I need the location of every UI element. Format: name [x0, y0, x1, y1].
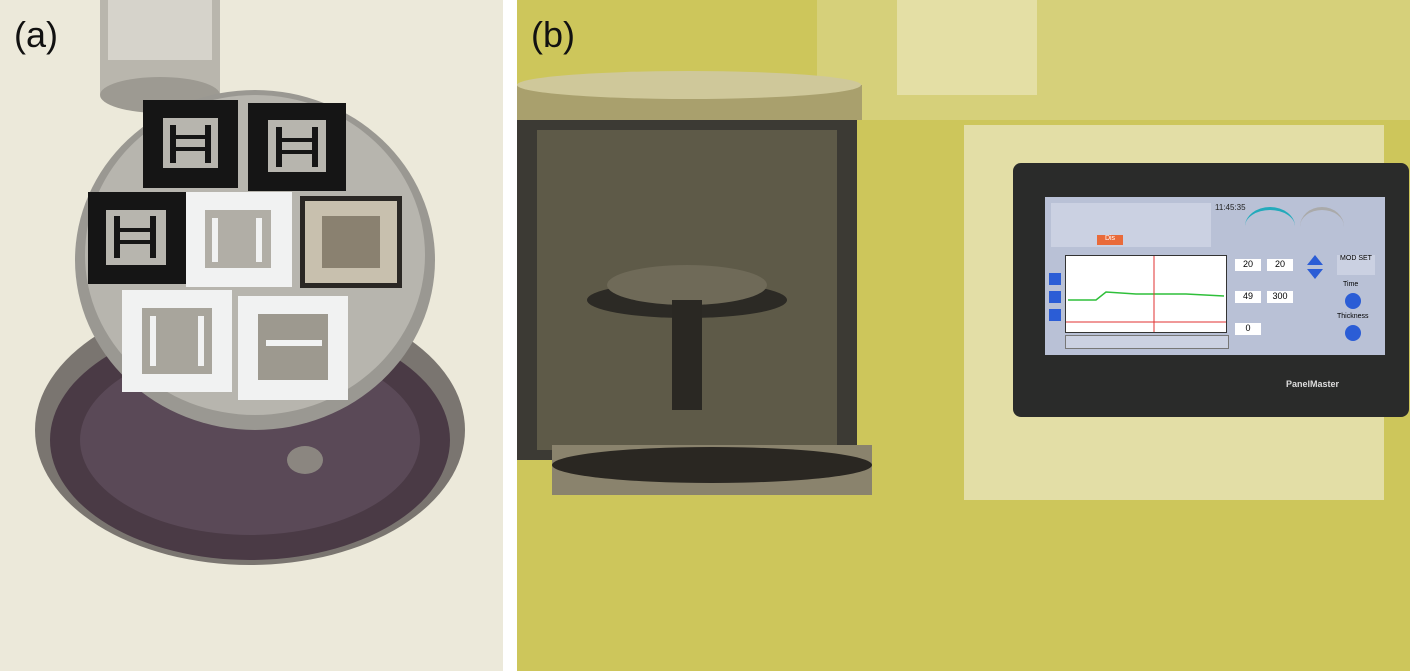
gauge-2: [1300, 207, 1344, 246]
time-label: Time: [1343, 281, 1359, 288]
value-box-2[interactable]: 20: [1267, 259, 1293, 271]
shadow-mask-white-3: [238, 296, 348, 400]
mask-stage-illustration: [0, 0, 503, 671]
value-box-1[interactable]: 20: [1235, 259, 1261, 271]
monitor-brand: PanelMaster: [1285, 379, 1339, 389]
zoom-in-button[interactable]: [1049, 273, 1061, 285]
shadow-mask-steel: [300, 196, 402, 288]
monitor-screen: 11:45:35 Dis 20 20 49 300: [1045, 197, 1385, 355]
panel-a-photo: (a): [0, 0, 503, 671]
time-readout: 11:45:35: [1215, 203, 1246, 212]
panel-b-label: (b): [531, 14, 575, 55]
clock-icon[interactable]: [1345, 293, 1361, 309]
shadow-mask-black-2: [248, 103, 346, 191]
shadow-mask-white-2: [122, 290, 232, 392]
xstal-dis-button[interactable]: Dis: [1097, 235, 1123, 245]
value-box-5[interactable]: 0: [1235, 323, 1261, 335]
rate-trace: [1066, 256, 1226, 332]
status-bar: [1051, 203, 1211, 247]
value-box-3[interactable]: 49: [1235, 291, 1261, 303]
value-box-4[interactable]: 300: [1267, 291, 1293, 303]
graph-area: [1065, 255, 1227, 333]
panel-b-photo: 11:45:35 Dis 20 20 49 300: [517, 0, 1410, 671]
shadow-mask-white-1: [186, 192, 292, 287]
shadow-mask-black-1: [143, 100, 238, 188]
thickness-label: Thickness: [1337, 313, 1369, 320]
arrow-down-icon[interactable]: [1307, 269, 1323, 279]
shadow-mask-black-3: [88, 192, 186, 284]
clear-button[interactable]: [1049, 309, 1061, 321]
info-icon[interactable]: [1345, 325, 1361, 341]
panel-a-label: (a): [14, 14, 58, 55]
bolt-shape: [287, 446, 323, 474]
zoom-out-button[interactable]: [1049, 291, 1061, 303]
graph-nav-bar[interactable]: [1065, 335, 1229, 349]
gauge-1: [1245, 207, 1295, 246]
arrow-up-icon[interactable]: [1307, 255, 1323, 265]
mod-set-button[interactable]: MOD SET: [1337, 255, 1375, 275]
touch-monitor: 11:45:35 Dis 20 20 49 300: [1013, 163, 1409, 417]
